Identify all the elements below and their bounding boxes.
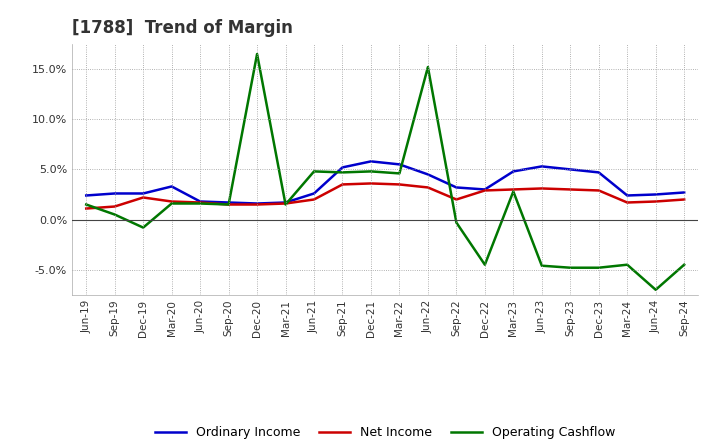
Net Income [310,197,318,202]
Net Income [253,202,261,207]
Ordinary Income [225,200,233,205]
Ordinary Income [509,169,518,174]
Net Income [82,206,91,211]
Net Income [110,204,119,209]
Operating Cashflow [196,201,204,206]
Ordinary Income [595,170,603,175]
Operating Cashflow [680,262,688,268]
Net Income [338,182,347,187]
Ordinary Income [167,184,176,189]
Net Income [196,200,204,205]
Operating Cashflow [395,171,404,176]
Ordinary Income [623,193,631,198]
Ordinary Income [395,162,404,167]
Operating Cashflow [225,202,233,207]
Ordinary Income [423,172,432,177]
Operating Cashflow [167,201,176,206]
Ordinary Income [282,200,290,205]
Operating Cashflow [623,262,631,268]
Operating Cashflow [595,265,603,270]
Operating Cashflow [652,287,660,293]
Line: Net Income: Net Income [86,183,684,209]
Ordinary Income [366,159,375,164]
Net Income [282,201,290,206]
Net Income [537,186,546,191]
Net Income [452,197,461,202]
Operating Cashflow [537,263,546,268]
Net Income [509,187,518,192]
Ordinary Income [566,167,575,172]
Operating Cashflow [139,225,148,230]
Operating Cashflow [338,170,347,175]
Ordinary Income [82,193,91,198]
Operating Cashflow [452,220,461,225]
Net Income [480,188,489,193]
Net Income [395,182,404,187]
Ordinary Income [253,201,261,206]
Net Income [366,181,375,186]
Net Income [225,202,233,207]
Ordinary Income [680,190,688,195]
Net Income [139,195,148,200]
Net Income [423,185,432,190]
Operating Cashflow [423,64,432,70]
Operating Cashflow [509,189,518,194]
Operating Cashflow [82,202,91,207]
Operating Cashflow [253,51,261,57]
Net Income [623,200,631,205]
Operating Cashflow [310,169,318,174]
Net Income [595,188,603,193]
Ordinary Income [452,185,461,190]
Net Income [566,187,575,192]
Operating Cashflow [480,262,489,268]
Ordinary Income [652,192,660,197]
Ordinary Income [196,199,204,204]
Net Income [167,199,176,204]
Text: [1788]  Trend of Margin: [1788] Trend of Margin [72,19,293,37]
Ordinary Income [310,191,318,196]
Operating Cashflow [110,212,119,217]
Net Income [680,197,688,202]
Ordinary Income [480,187,489,192]
Line: Operating Cashflow: Operating Cashflow [86,54,684,290]
Operating Cashflow [566,265,575,270]
Line: Ordinary Income: Ordinary Income [86,161,684,204]
Ordinary Income [537,164,546,169]
Legend: Ordinary Income, Net Income, Operating Cashflow: Ordinary Income, Net Income, Operating C… [150,422,621,440]
Ordinary Income [139,191,148,196]
Ordinary Income [110,191,119,196]
Ordinary Income [338,165,347,170]
Net Income [652,199,660,204]
Operating Cashflow [282,202,290,207]
Operating Cashflow [366,169,375,174]
